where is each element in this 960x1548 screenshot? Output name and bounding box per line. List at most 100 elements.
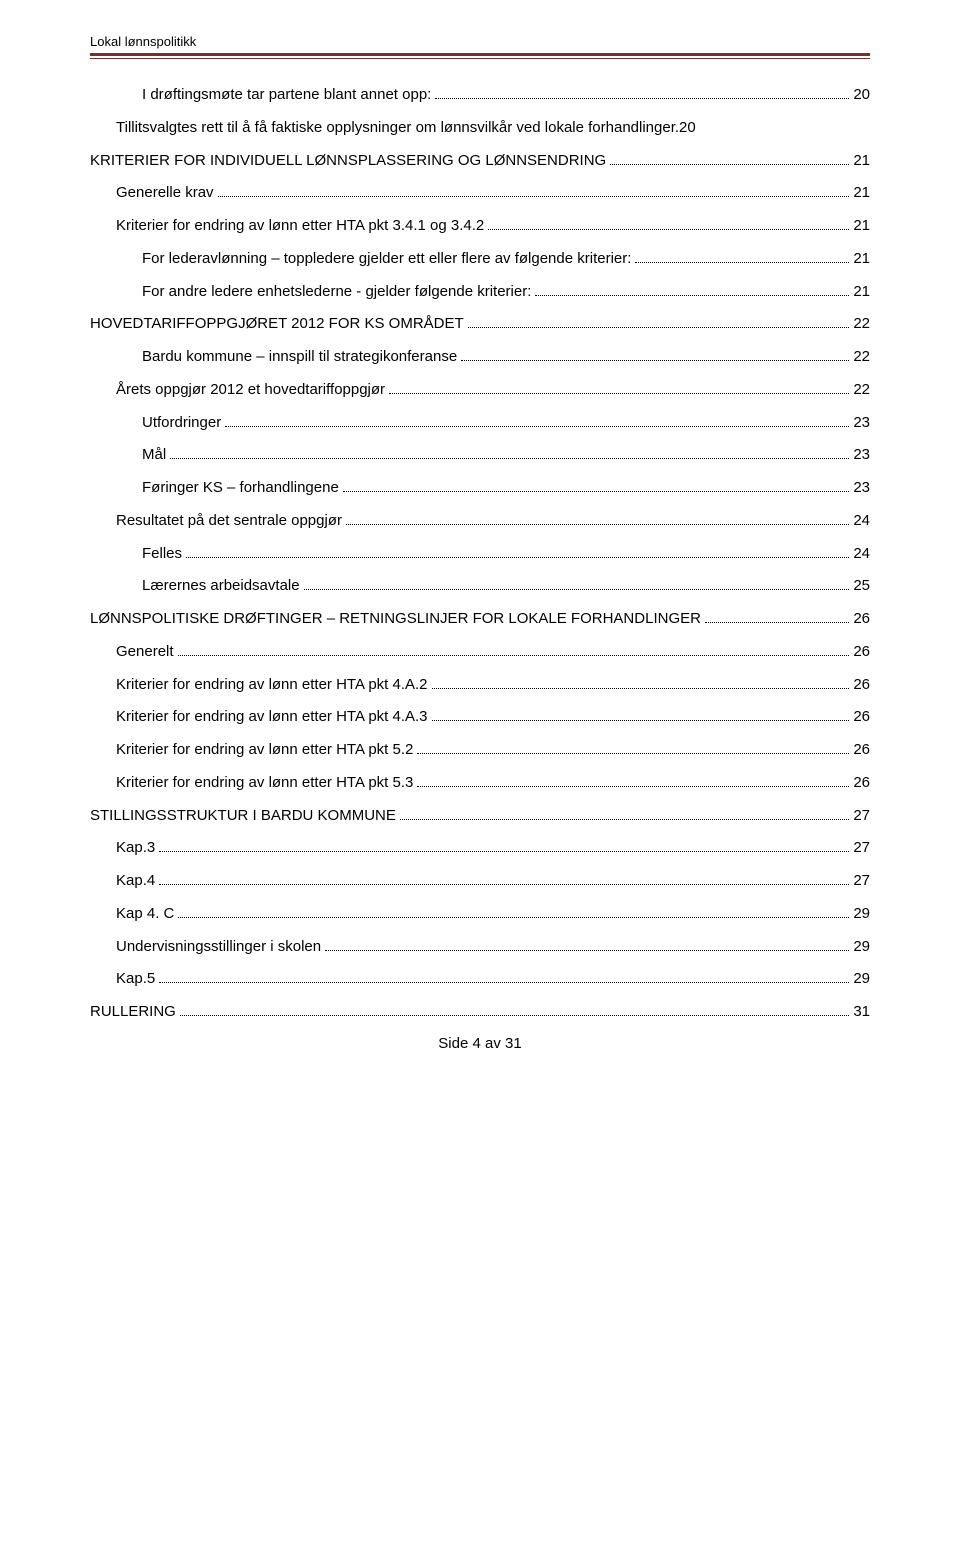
- toc-entry-text: Felles: [142, 544, 182, 564]
- toc-entry: Generelle krav 21: [90, 183, 870, 203]
- toc-entry: Mål 23: [90, 445, 870, 465]
- toc-entry: HOVEDTARIFFOPPGJØRET 2012 FOR KS OMRÅDET…: [90, 314, 870, 334]
- toc-entry: Kriterier for endring av lønn etter HTA …: [90, 675, 870, 695]
- toc-entry-text: Føringer KS – forhandlingene: [142, 478, 339, 498]
- toc-entry-text: Undervisningsstillinger i skolen: [116, 937, 321, 957]
- toc-entry-text: Tillitsvalgtes rett til å få faktiske op…: [116, 118, 679, 138]
- toc-leader-dots: [488, 229, 849, 230]
- toc-entry: Resultatet på det sentrale oppgjør 24: [90, 511, 870, 531]
- toc-entry: Tillitsvalgtes rett til å få faktiske op…: [90, 118, 870, 138]
- toc-entry: Årets oppgjør 2012 et hovedtariffoppgjør…: [90, 380, 870, 400]
- toc-entry-text: Kap.3: [116, 838, 155, 858]
- toc-entry-page: 31: [853, 1002, 870, 1022]
- toc-leader-dots: [346, 524, 849, 525]
- toc-entry: I drøftingsmøte tar partene blant annet …: [90, 85, 870, 105]
- toc-entry: Kap 4. C 29: [90, 904, 870, 924]
- toc-entry-text: Generelt: [116, 642, 174, 662]
- page-header: Lokal lønnspolitikk: [90, 34, 870, 49]
- toc-leader-dots: [705, 622, 849, 623]
- toc-entry: For lederavlønning – toppledere gjelder …: [90, 249, 870, 269]
- toc-entry-page: 23: [853, 413, 870, 433]
- toc-entry-text: Kriterier for endring av lønn etter HTA …: [116, 740, 413, 760]
- toc-entry-text: Årets oppgjør 2012 et hovedtariffoppgjør: [116, 380, 385, 400]
- toc-entry-page: 23: [853, 478, 870, 498]
- toc-entry: Kap.3 27: [90, 838, 870, 858]
- toc-entry-page: 21: [853, 151, 870, 171]
- toc-entry-text: RULLERING: [90, 1002, 176, 1022]
- toc-entry: RULLERING 31: [90, 1002, 870, 1022]
- toc-leader-dots: [218, 196, 850, 197]
- toc-entry: Bardu kommune – innspill til strategikon…: [90, 347, 870, 367]
- toc-entry-page: 25: [853, 576, 870, 596]
- toc-leader-dots: [432, 720, 850, 721]
- toc-entry-page: 23: [853, 445, 870, 465]
- toc-entry-page: 22: [853, 347, 870, 367]
- header-rule-thin: [90, 58, 870, 59]
- toc-leader-dots: [610, 164, 849, 165]
- toc-entry-page: 24: [853, 511, 870, 531]
- toc-entry: For andre ledere enhetslederne - gjelder…: [90, 282, 870, 302]
- toc-entry-text: Generelle krav: [116, 183, 214, 203]
- toc-leader-dots: [461, 360, 849, 361]
- toc-leader-dots: [635, 262, 849, 263]
- toc-entry-page: 24: [853, 544, 870, 564]
- toc-leader-dots: [159, 884, 849, 885]
- toc-entry: Føringer KS – forhandlingene 23: [90, 478, 870, 498]
- toc-entry-text: Resultatet på det sentrale oppgjør: [116, 511, 342, 531]
- toc-entry-text: Kap.4: [116, 871, 155, 891]
- toc-entry-page: 29: [853, 904, 870, 924]
- toc-entry-page: 27: [853, 838, 870, 858]
- toc-entry: Undervisningsstillinger i skolen 29: [90, 937, 870, 957]
- toc-leader-dots: [417, 753, 849, 754]
- toc-leader-dots: [159, 982, 849, 983]
- toc-entry: Kap.4 27: [90, 871, 870, 891]
- toc-entry: Kap.529: [90, 969, 870, 989]
- toc-entry-text: Bardu kommune – innspill til strategikon…: [142, 347, 457, 367]
- toc-entry-text: Utfordringer: [142, 413, 221, 433]
- toc-leader-dots: [343, 491, 850, 492]
- toc-entry: Kriterier for endring av lønn etter HTA …: [90, 216, 870, 236]
- toc-entry-page: 26: [853, 675, 870, 695]
- toc-entry-text: HOVEDTARIFFOPPGJØRET 2012 FOR KS OMRÅDET: [90, 314, 464, 334]
- toc-leader-dots: [180, 1015, 849, 1016]
- toc-leader-dots: [325, 950, 849, 951]
- toc-leader-dots: [170, 458, 849, 459]
- toc-entry-page: 27: [853, 871, 870, 891]
- header-rule-thick: [90, 53, 870, 56]
- toc-entry-page: 21: [853, 183, 870, 203]
- toc-entry-text: Lærernes arbeidsavtale: [142, 576, 300, 596]
- toc-leader-dots: [186, 557, 849, 558]
- toc-entry-page: 21: [853, 216, 870, 236]
- toc-leader-dots: [389, 393, 849, 394]
- toc-entry-text: Kriterier for endring av lønn etter HTA …: [116, 216, 484, 236]
- toc-entry-text: KRITERIER FOR INDIVIDUELL LØNNSPLASSERIN…: [90, 151, 606, 171]
- toc-entry: LØNNSPOLITISKE DRØFTINGER – RETNINGSLINJ…: [90, 609, 870, 629]
- toc-leader-dots: [417, 786, 849, 787]
- document-page: Lokal lønnspolitikk I drøftingsmøte tar …: [0, 0, 960, 1092]
- toc-entry-text: Kap 4. C: [116, 904, 174, 924]
- toc-entry: Kriterier for endring av lønn etter HTA …: [90, 707, 870, 727]
- toc-leader-dots: [304, 589, 850, 590]
- toc-entry-page: 26: [853, 740, 870, 760]
- toc-entry-page: 22: [853, 380, 870, 400]
- toc-entry: Kriterier for endring av lønn etter HTA …: [90, 773, 870, 793]
- toc-leader-dots: [535, 295, 849, 296]
- toc-entry-page: 26: [853, 707, 870, 727]
- toc-entry-text: LØNNSPOLITISKE DRØFTINGER – RETNINGSLINJ…: [90, 609, 701, 629]
- toc-leader-dots: [178, 917, 849, 918]
- toc-entry-page: 20: [679, 118, 696, 138]
- toc-entry-text: Mål: [142, 445, 166, 465]
- toc-entry: STILLINGSSTRUKTUR I BARDU KOMMUNE27: [90, 806, 870, 826]
- toc-entry-text: For lederavlønning – toppledere gjelder …: [142, 249, 631, 269]
- page-footer: Side 4 av 31: [90, 1035, 870, 1052]
- toc-leader-dots: [432, 688, 850, 689]
- table-of-contents: I drøftingsmøte tar partene blant annet …: [90, 85, 870, 1022]
- toc-entry-page: 29: [853, 937, 870, 957]
- toc-entry: Felles 24: [90, 544, 870, 564]
- toc-entry-text: Kriterier for endring av lønn etter HTA …: [116, 773, 413, 793]
- toc-leader-dots: [225, 426, 849, 427]
- toc-entry: Utfordringer 23: [90, 413, 870, 433]
- toc-entry-page: 22: [853, 314, 870, 334]
- toc-entry-text: Kriterier for endring av lønn etter HTA …: [116, 675, 428, 695]
- toc-entry-page: 26: [853, 609, 870, 629]
